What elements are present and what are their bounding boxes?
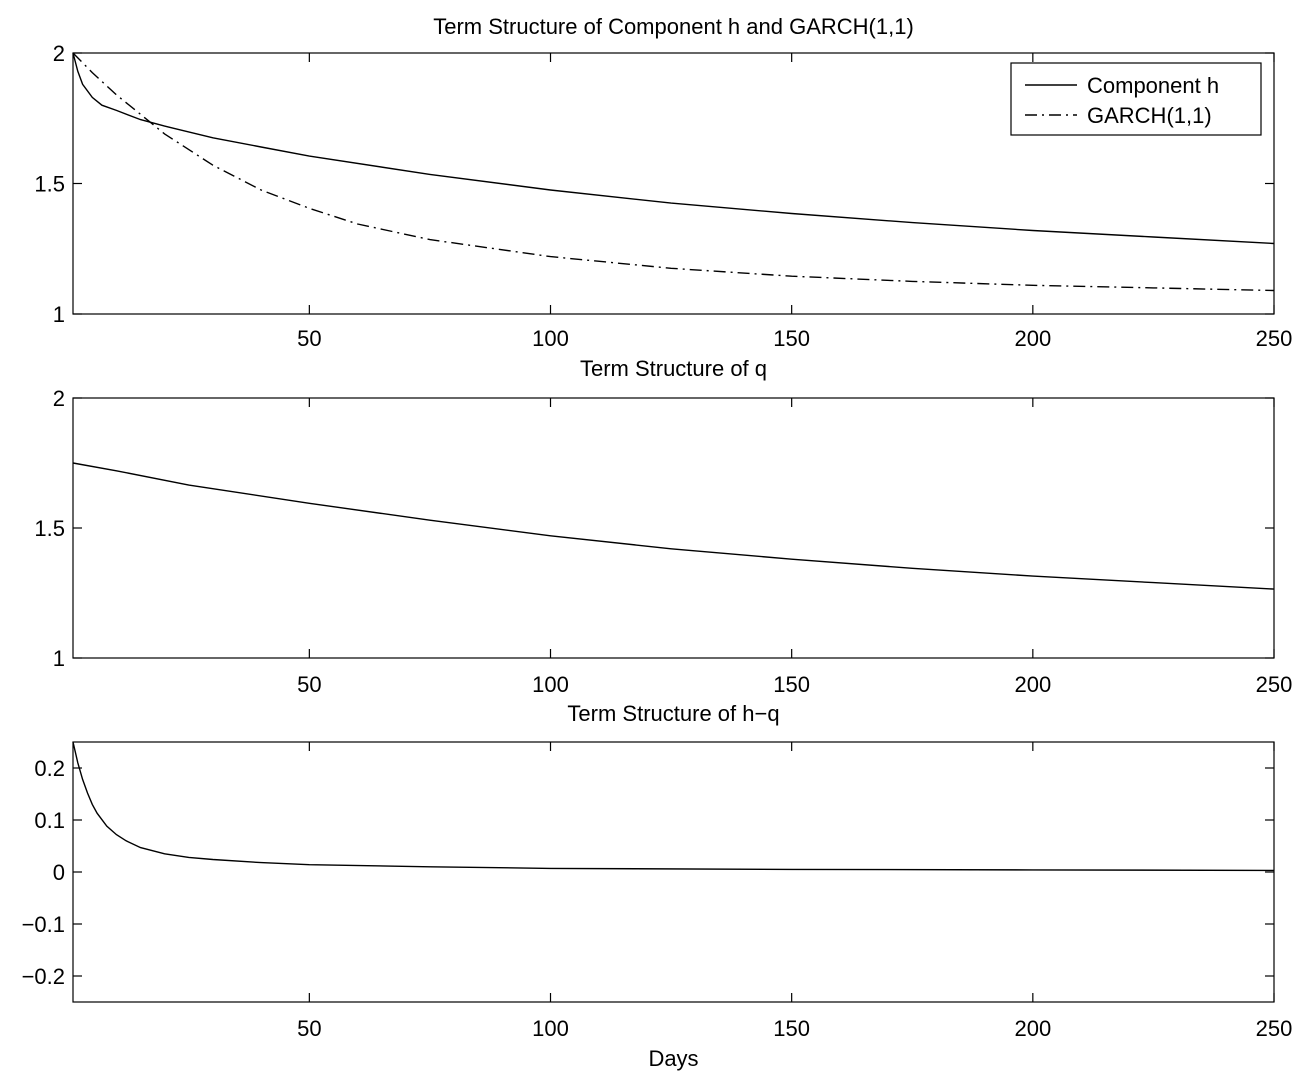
legend-label-component-h: Component h — [1087, 73, 1219, 98]
x-axis-label: Days — [648, 1046, 698, 1071]
y-tick-label: 1.5 — [34, 516, 65, 541]
x-tick-label: 200 — [1014, 326, 1051, 351]
y-tick-label: 1 — [53, 302, 65, 327]
x-tick-label: 50 — [297, 672, 321, 697]
series-line-2 — [72, 462, 1275, 590]
y-tick-label: −0.1 — [22, 912, 65, 937]
chart-title: Term Structure of q — [580, 356, 767, 381]
y-tick-label: 2 — [53, 386, 65, 411]
chart-panel-2: Term Structure of q 50 100 150 200 250 1 1.5 2 — [34, 356, 1292, 697]
axes-frame — [72, 397, 1275, 659]
x-tick-label: 100 — [532, 1016, 569, 1041]
x-tick-label: 150 — [773, 1016, 810, 1041]
y-tick-label: −0.2 — [22, 964, 65, 989]
x-tick-label: 150 — [773, 326, 810, 351]
legend: Component h GARCH(1,1) — [1010, 62, 1262, 136]
x-tick-label: 200 — [1014, 672, 1051, 697]
x-tick-label: 250 — [1256, 326, 1293, 351]
x-tick-label: 50 — [297, 1016, 321, 1041]
y-tick-label: 0.1 — [34, 808, 65, 833]
chart-title: Term Structure of Component h and GARCH(… — [433, 14, 914, 39]
series-line-component-h — [72, 52, 1275, 245]
x-tick-label: 100 — [532, 672, 569, 697]
chart-panel-3: Term Structure of h−q 50 100 150 200 250 −0.2 −… — [22, 701, 1293, 1071]
series-line-3 — [72, 741, 1275, 872]
y-tick-label: 0.2 — [34, 756, 65, 781]
y-tick-label: 2 — [53, 41, 65, 66]
x-tick-label: 100 — [532, 326, 569, 351]
axes-frame — [72, 741, 1275, 1003]
y-tick-label: 1.5 — [34, 172, 65, 197]
legend-label-garch-1-1: GARCH(1,1) — [1087, 103, 1212, 128]
x-tick-label: 50 — [297, 326, 321, 351]
legend-box — [1010, 62, 1262, 136]
x-tick-label: 250 — [1256, 672, 1293, 697]
x-tick-label: 200 — [1014, 1016, 1051, 1041]
y-tick-label: 1 — [53, 646, 65, 671]
y-tick-label: 0 — [53, 860, 65, 885]
x-tick-label: 150 — [773, 672, 810, 697]
chart-title: Term Structure of h−q — [567, 701, 779, 726]
x-tick-label: 250 — [1256, 1016, 1293, 1041]
chart-panel-1: Term Structure of Component h and GARCH(… — [34, 14, 1292, 351]
series-line-garch-1-1 — [72, 52, 1275, 292]
